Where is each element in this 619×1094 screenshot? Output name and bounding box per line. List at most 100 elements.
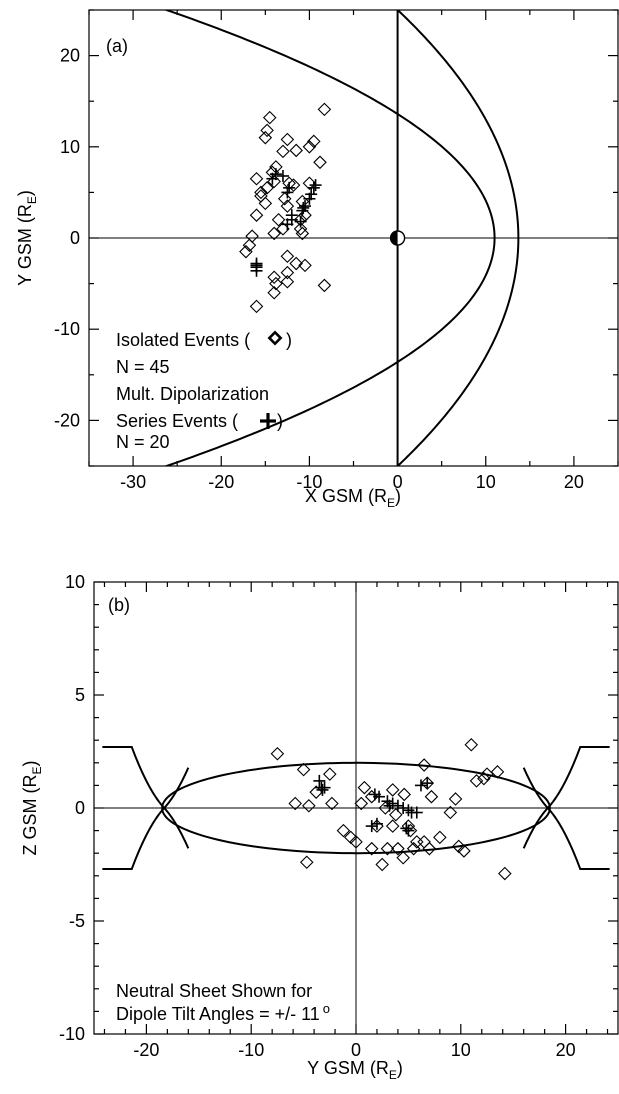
isolated-event-point bbox=[270, 746, 285, 761]
annotation-tilt-angles: Dipole Tilt Angles = +/- 11 o bbox=[116, 1001, 330, 1024]
x-tick-label: -20 bbox=[133, 1040, 159, 1060]
annotation-n-isolated: N = 45 bbox=[116, 357, 170, 377]
isolated-event-point bbox=[433, 830, 447, 845]
isolated-event-point bbox=[296, 762, 311, 777]
series-event-point bbox=[402, 824, 415, 837]
panel-a-frame bbox=[88, 9, 619, 467]
series-event-point bbox=[316, 783, 329, 796]
series-event-point bbox=[400, 822, 413, 835]
isolated-event-point bbox=[280, 249, 295, 264]
isolated-event-point bbox=[317, 278, 332, 293]
panel-a-x-axis-title: X GSM (RE) bbox=[305, 486, 401, 510]
isolated-event-point bbox=[269, 276, 283, 291]
isolated-event-point bbox=[364, 841, 379, 856]
panel-a-y-axis-title: Y GSM (RE) bbox=[15, 190, 39, 286]
isolated-event-point bbox=[380, 841, 395, 856]
x-tick-label: -10 bbox=[296, 472, 322, 492]
panel-b-ticks: -20 -10 0 10 20 -10 -5 0 5 10 bbox=[59, 572, 618, 1060]
series-event-point bbox=[283, 181, 296, 194]
isolated-event-point bbox=[249, 208, 264, 222]
x-tick-label: 10 bbox=[476, 472, 496, 492]
series-event-point bbox=[281, 218, 294, 231]
isolated-event-point bbox=[307, 134, 321, 149]
bow-shock-curve bbox=[397, 10, 520, 466]
isolated-event-point bbox=[336, 823, 351, 838]
panel-b-points bbox=[270, 737, 512, 881]
isolated-event-point bbox=[289, 256, 303, 271]
isolated-event-point bbox=[260, 181, 274, 195]
x-tick-label: 10 bbox=[451, 1040, 471, 1060]
x-tick-label: -10 bbox=[238, 1040, 264, 1060]
isolated-event-point bbox=[267, 270, 281, 284]
isolated-event-point bbox=[258, 130, 273, 145]
isolated-event-point bbox=[280, 274, 295, 289]
x-tick-label: 0 bbox=[351, 1040, 361, 1060]
series-event-point bbox=[266, 172, 279, 185]
annotation-n-series: N = 20 bbox=[116, 432, 170, 452]
isolated-event-point bbox=[249, 299, 264, 314]
isolated-event-point bbox=[357, 780, 372, 795]
series-event-point bbox=[397, 802, 410, 814]
isolated-event-point bbox=[276, 144, 290, 159]
isolated-event-point bbox=[417, 758, 431, 772]
series-event-point bbox=[386, 797, 399, 810]
isolated-event-point bbox=[349, 835, 363, 849]
y-tick-label: 5 bbox=[75, 685, 85, 705]
isolated-event-point bbox=[490, 765, 505, 779]
isolated-event-point bbox=[385, 783, 400, 797]
isolated-event-point bbox=[498, 866, 512, 881]
tilt-curve-left-lower bbox=[102, 767, 190, 871]
isolated-event-point bbox=[317, 102, 332, 117]
series-event-point bbox=[373, 790, 386, 803]
tilt-curve-left-upper bbox=[102, 745, 190, 849]
isolated-event-point bbox=[302, 140, 317, 154]
panel-a-ticks: -30 -20 -10 0 10 20 -20 -10 0 10 20 bbox=[54, 9, 619, 492]
panel-a-annotation: Isolated Events ( ) N = 45 Mult. Dipolar… bbox=[116, 330, 292, 452]
panel-b-label: (b) bbox=[108, 595, 130, 615]
series-event-point bbox=[365, 820, 378, 833]
y-tick-label: 10 bbox=[60, 137, 80, 157]
isolated-event-point bbox=[354, 796, 369, 811]
annotation-close-paren-1: ) bbox=[286, 330, 292, 350]
isolated-event-point bbox=[298, 258, 312, 273]
series-event-point bbox=[313, 774, 326, 787]
x-tick-label: 20 bbox=[564, 472, 584, 492]
isolated-event-point bbox=[267, 285, 281, 300]
isolated-event-point bbox=[262, 110, 277, 125]
panel-b-yz-plane: -20 -10 0 10 20 -10 -5 0 5 10 (b) Neutral Sheet S… bbox=[20, 572, 619, 1082]
panel-b-neutral-sheet bbox=[94, 582, 618, 1034]
series-event-point bbox=[276, 169, 289, 182]
series-event-point bbox=[421, 777, 434, 790]
panel-a-points bbox=[239, 102, 332, 314]
annotation-mult-dipolarization: Mult. Dipolarization bbox=[116, 384, 269, 404]
y-tick-label: 0 bbox=[70, 228, 80, 248]
isolated-event-point bbox=[289, 143, 303, 158]
x-tick-label: -20 bbox=[208, 472, 234, 492]
isolated-event-point bbox=[424, 789, 439, 804]
isolated-event-point bbox=[271, 212, 286, 227]
panel-a-boundaries bbox=[89, 10, 618, 466]
legend-plus-marker bbox=[260, 413, 276, 429]
annotation-series-events: Series Events ( bbox=[116, 411, 238, 431]
series-event-point bbox=[315, 781, 328, 794]
isolated-event-point bbox=[313, 155, 327, 170]
y-tick-label: -20 bbox=[54, 410, 80, 430]
series-event-point bbox=[307, 181, 320, 194]
isolated-event-point bbox=[302, 798, 316, 813]
tilt-curve-right-upper bbox=[522, 745, 610, 849]
isolated-event-point bbox=[295, 226, 310, 241]
tilt-curve-right-lower bbox=[522, 767, 610, 871]
panel-b-x-axis-title: Y GSM (RE) bbox=[307, 1058, 403, 1082]
isolated-event-point bbox=[375, 857, 389, 872]
series-event-point bbox=[294, 215, 307, 228]
isolated-event-point bbox=[293, 222, 308, 236]
isolated-event-point bbox=[325, 796, 339, 811]
isolated-event-point bbox=[396, 850, 410, 865]
isolated-event-point bbox=[254, 185, 268, 200]
isolated-event-point bbox=[443, 805, 458, 820]
isolated-event-point bbox=[422, 841, 437, 856]
isolated-event-point bbox=[280, 132, 295, 147]
series-event-point bbox=[250, 259, 263, 272]
legend-diamond-marker bbox=[267, 330, 283, 346]
